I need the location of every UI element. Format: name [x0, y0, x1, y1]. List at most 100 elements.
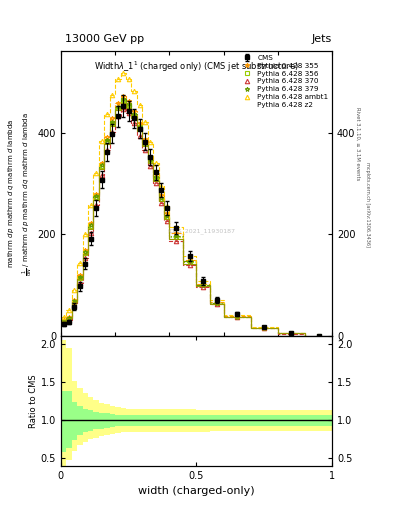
Pythia 6.428 355 [110, 115, 115, 121]
Line: Pythia 6.428 355: Pythia 6.428 355 [61, 94, 321, 338]
Pythia 6.428 370 [164, 218, 169, 224]
Pythia 6.428 ambt1 [99, 138, 104, 144]
Pythia 6.428 356 [121, 97, 126, 103]
Pythia 6.428 370 [72, 302, 77, 308]
Pythia 6.428 370 [201, 284, 206, 290]
Pythia 6.428 ambt1 [83, 231, 88, 238]
Pythia 6.428 379 [77, 274, 82, 281]
Pythia 6.428 356 [77, 275, 82, 282]
Pythia 6.428 370 [110, 129, 115, 135]
Pythia 6.428 355 [174, 230, 178, 237]
Pythia 6.428 370 [83, 255, 88, 261]
Pythia 6.428 ambt1 [67, 307, 72, 313]
Pythia 6.428 370 [67, 317, 72, 323]
Pythia 6.428 370 [126, 110, 131, 116]
Pythia 6.428 356 [126, 102, 131, 108]
Pythia 6.428 355 [126, 98, 131, 104]
Pythia 6.428 ambt1 [143, 119, 147, 125]
Pythia 6.428 379 [137, 123, 142, 130]
Pythia 6.428 ambt1 [215, 297, 219, 303]
Pythia 6.428 z2 [187, 261, 192, 267]
Pythia 6.428 355 [316, 333, 321, 339]
Pythia 6.428 ambt1 [126, 76, 131, 82]
Pythia 6.428 370 [148, 163, 153, 169]
Line: Pythia 6.428 370: Pythia 6.428 370 [61, 107, 321, 338]
Pythia 6.428 356 [164, 214, 169, 220]
Pythia 6.428 379 [83, 249, 88, 255]
Pythia 6.428 379 [148, 157, 153, 163]
Pythia 6.428 355 [94, 190, 99, 197]
Line: Pythia 6.428 356: Pythia 6.428 356 [61, 98, 321, 338]
Pythia 6.428 z2 [137, 127, 142, 134]
Pythia 6.428 ambt1 [116, 76, 120, 82]
Pythia 6.428 z2 [215, 301, 219, 307]
Pythia 6.428 356 [99, 163, 104, 169]
Pythia 6.428 379 [132, 111, 136, 117]
Pythia 6.428 356 [72, 299, 77, 305]
Pythia 6.428 z2 [153, 178, 158, 184]
Pythia 6.428 ambt1 [132, 88, 136, 94]
Pythia 6.428 379 [316, 333, 321, 339]
Pythia 6.428 370 [116, 113, 120, 119]
Line: Pythia 6.428 z2: Pythia 6.428 z2 [64, 103, 318, 336]
Pythia 6.428 356 [137, 124, 142, 130]
Pythia 6.428 355 [105, 134, 109, 140]
Pythia 6.428 355 [187, 257, 192, 263]
Pythia 6.428 355 [77, 272, 82, 279]
Pythia 6.428 355 [72, 296, 77, 303]
Pythia 6.428 379 [126, 101, 131, 107]
Pythia 6.428 379 [99, 162, 104, 168]
Pythia 6.428 ambt1 [316, 332, 321, 338]
Pythia 6.428 355 [148, 154, 153, 160]
Pythia 6.428 370 [159, 200, 163, 206]
Pythia 6.428 379 [201, 282, 206, 288]
Pythia 6.428 370 [132, 120, 136, 126]
Pythia 6.428 355 [289, 330, 294, 336]
Line: Pythia 6.428 ambt1: Pythia 6.428 ambt1 [61, 70, 321, 338]
Pythia 6.428 370 [105, 147, 109, 153]
Pythia 6.428 z2 [105, 141, 109, 147]
Pythia 6.428 ambt1 [61, 314, 66, 320]
Pythia 6.428 ambt1 [105, 111, 109, 117]
Pythia 6.428 355 [262, 325, 266, 331]
Pythia 6.428 355 [215, 298, 219, 305]
Pythia 6.428 356 [215, 300, 219, 306]
Pythia 6.428 ambt1 [121, 70, 126, 76]
Pythia 6.428 ambt1 [174, 224, 178, 230]
Pythia 6.428 z2 [148, 160, 153, 166]
Pythia 6.428 z2 [77, 276, 82, 283]
Text: 13000 GeV pp: 13000 GeV pp [65, 33, 144, 44]
Pythia 6.428 356 [110, 120, 115, 126]
Pythia 6.428 z2 [61, 318, 66, 324]
Pythia 6.428 z2 [126, 105, 131, 111]
Pythia 6.428 370 [187, 262, 192, 268]
Pythia 6.428 ambt1 [110, 92, 115, 98]
Pythia 6.428 z2 [201, 283, 206, 289]
Pythia 6.428 z2 [159, 198, 163, 204]
Pythia 6.428 355 [83, 247, 88, 253]
Pythia 6.428 356 [132, 112, 136, 118]
Pythia 6.428 356 [88, 223, 93, 229]
Pythia 6.428 370 [61, 320, 66, 326]
Pythia 6.428 z2 [88, 226, 93, 232]
Pythia 6.428 379 [143, 140, 147, 146]
Pythia 6.428 z2 [121, 100, 126, 106]
Pythia 6.428 356 [61, 319, 66, 325]
Pythia 6.428 356 [174, 233, 178, 240]
Pythia 6.428 355 [88, 220, 93, 226]
Pythia 6.428 356 [316, 333, 321, 339]
Pythia 6.428 z2 [72, 299, 77, 305]
Pythia 6.428 355 [143, 136, 147, 142]
Pythia 6.428 370 [316, 333, 321, 339]
Text: Jets: Jets [311, 33, 331, 44]
Pythia 6.428 ambt1 [77, 260, 82, 266]
Line: Pythia 6.428 379: Pythia 6.428 379 [61, 97, 321, 338]
Pythia 6.428 ambt1 [187, 253, 192, 259]
Pythia 6.428 ambt1 [164, 203, 169, 209]
Pythia 6.428 379 [159, 195, 163, 201]
Pythia 6.428 ambt1 [88, 202, 93, 208]
Pythia 6.428 356 [67, 315, 72, 322]
Pythia 6.428 355 [61, 317, 66, 323]
Pythia 6.428 379 [67, 315, 72, 321]
Pythia 6.428 370 [137, 133, 142, 139]
